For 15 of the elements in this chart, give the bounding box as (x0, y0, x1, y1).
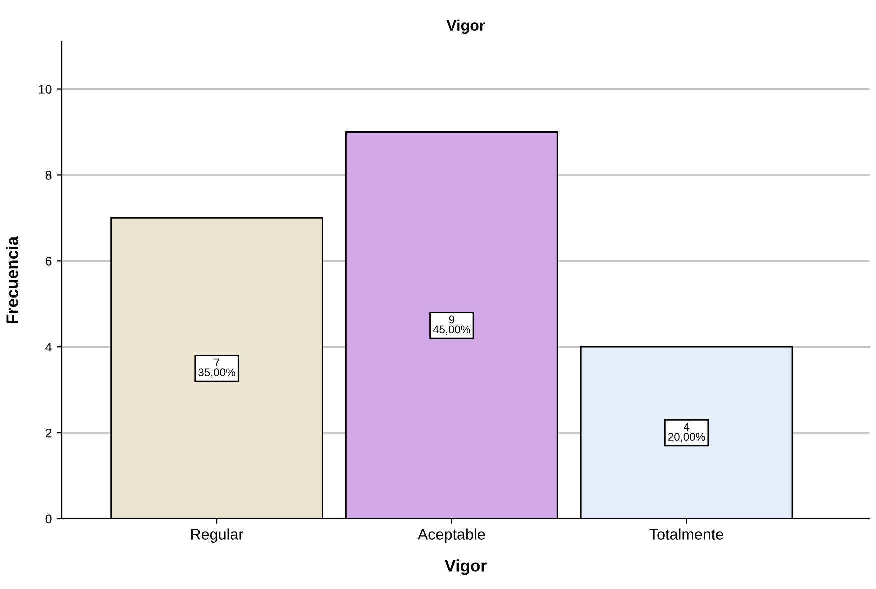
y-tick-label: 10 (39, 85, 52, 94)
x-tick-label: Aceptable (418, 528, 486, 543)
y-tick-label: 8 (46, 171, 52, 180)
chart-title: Vigor (446, 20, 486, 34)
y-axis-title: Frecuencia (6, 236, 18, 324)
data-label: 9 45,00% (433, 316, 470, 335)
data-label: 4 20,00% (668, 423, 706, 442)
y-tick-label: 6 (46, 256, 52, 266)
y-tick-label: 2 (46, 428, 52, 438)
y-tick-label: 0 (46, 514, 52, 524)
x-axis-title: Vigor (444, 560, 487, 576)
data-label: 7 35,00% (198, 358, 236, 378)
x-tick-label: Totalmente (650, 528, 724, 540)
x-tick-label: Regular (192, 528, 244, 543)
y-tick-label: 4 (46, 343, 52, 352)
